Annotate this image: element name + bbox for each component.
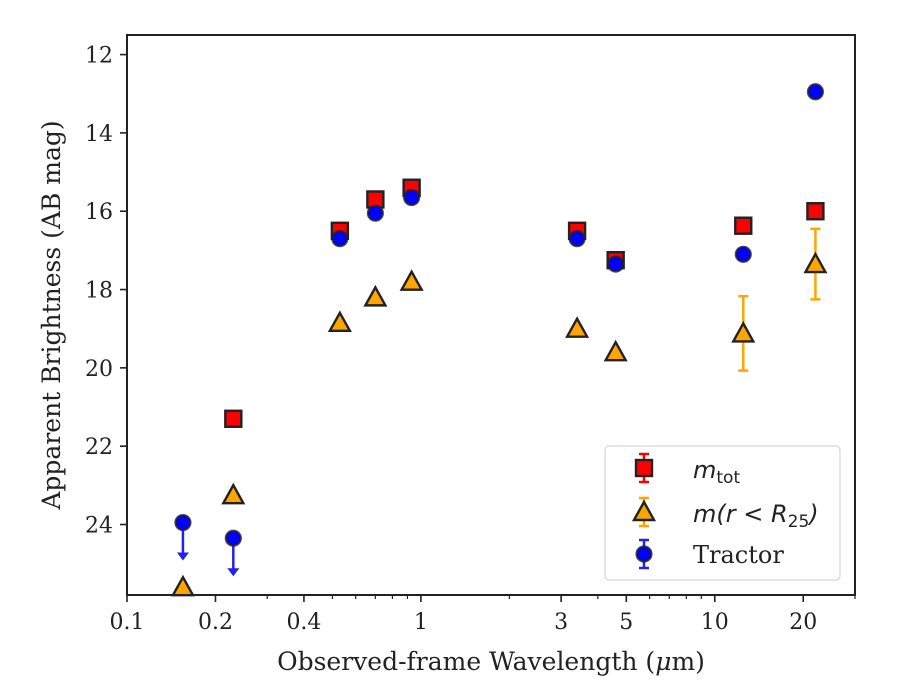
- mtot-legend-marker: [634, 458, 654, 478]
- m-r25-point: [565, 316, 590, 338]
- m-r25-point: [603, 339, 628, 362]
- x-axis-label: Observed-frame Wavelength (μm): [277, 647, 705, 676]
- plot-frame: [126, 34, 856, 596]
- tractor-point: [806, 83, 825, 101]
- tractor-point: [607, 255, 625, 273]
- y-axis-label: Apparent Brightness (AB mag): [37, 120, 66, 510]
- m-r25-point: [363, 284, 388, 307]
- x-tick-label: 3: [554, 610, 568, 635]
- tractor-point: [224, 529, 242, 547]
- m-r25-point: [170, 574, 195, 597]
- tractor-legend-marker: [635, 545, 653, 563]
- y-tick-label: 24: [85, 514, 113, 539]
- tractor-point: [366, 204, 384, 222]
- y-tick-label: 14: [85, 122, 113, 147]
- y-tick-label: 22: [85, 435, 113, 460]
- mtot-point: [224, 409, 243, 428]
- m-r25-point: [399, 269, 424, 291]
- tractor-point: [734, 245, 752, 263]
- x-tick-label: 0.4: [286, 610, 321, 635]
- x-tick-label: 0.1: [110, 610, 145, 635]
- y-tick-label: 12: [85, 44, 113, 69]
- x-tick-label: 5: [619, 610, 633, 635]
- tractor-point: [331, 230, 349, 248]
- legend-box: [604, 445, 841, 581]
- tractor-point: [568, 230, 586, 248]
- tractor-point: [403, 188, 421, 207]
- legend-entry-m-r25: m(r < R25): [693, 500, 819, 532]
- m-r25-point: [327, 310, 352, 333]
- m-r25-legend-marker: [631, 499, 657, 522]
- mtot-point: [806, 202, 825, 221]
- legend: mtot m(r < R25) Tractor: [604, 445, 841, 581]
- legend-entry-mtot: mtot: [693, 456, 740, 488]
- x-tick-label: 10: [701, 610, 729, 635]
- mtot-point: [734, 216, 753, 235]
- x-tick-label: 0.2: [198, 610, 233, 635]
- tractor-limit-arrowhead: [227, 568, 240, 577]
- chart-marks: [170, 83, 828, 597]
- x-tick-label: 1: [414, 610, 428, 635]
- axis-ticks: 0.1 0.2 0.4 1 3 5 10 20 12 14 16 18 20 22 24: [85, 44, 856, 635]
- tractor-limit-arrowhead: [176, 552, 189, 561]
- legend-keys: [631, 452, 657, 570]
- m-r25-point: [803, 251, 828, 274]
- legend-entry-tractor: Tractor: [693, 541, 784, 569]
- y-tick-label: 18: [85, 279, 113, 304]
- tractor-point: [174, 513, 192, 532]
- m-r25-point: [731, 320, 756, 343]
- y-tick-label: 16: [85, 200, 113, 225]
- x-tick-label: 20: [789, 610, 817, 635]
- m-r25-point: [221, 482, 246, 505]
- y-tick-label: 20: [85, 357, 113, 382]
